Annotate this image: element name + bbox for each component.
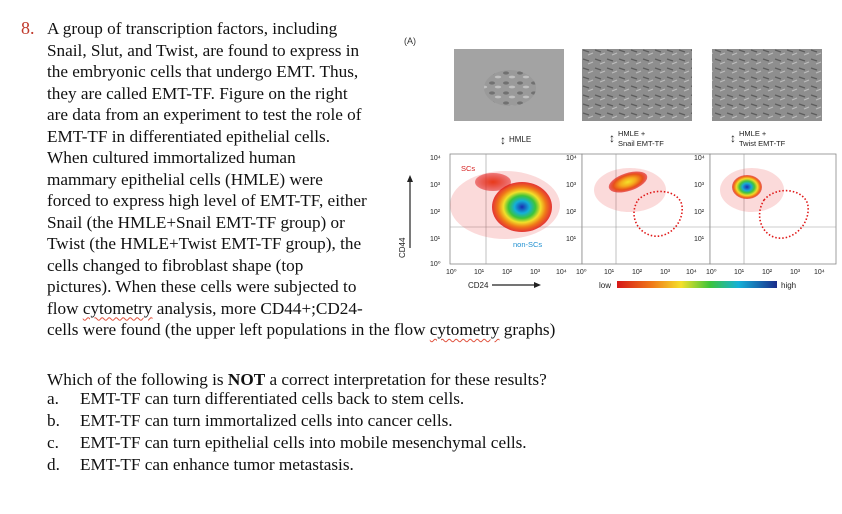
- x-tick: 10¹: [604, 269, 615, 276]
- group-label-twist-line1: HMLE +: [739, 129, 767, 138]
- paragraph-line: When cultured immortalized human: [47, 148, 296, 167]
- figure-svg: (A) ↕ HMLE ↕ HMLE + Snail EMT-TF ↕ HMLE …: [398, 36, 837, 290]
- y-tick: 10¹: [694, 236, 705, 243]
- x-tick: 10⁰: [576, 268, 587, 276]
- group-label-hmle: HMLE: [509, 135, 531, 144]
- y-tick: 10³: [566, 182, 577, 189]
- arrow-head-icon: [407, 175, 413, 182]
- x-tick: 10⁴: [686, 269, 697, 276]
- x-tick: 10²: [632, 269, 643, 276]
- former-population-outline: [633, 190, 683, 237]
- option-letter: c.: [47, 433, 59, 452]
- snail-population: [608, 171, 648, 193]
- scs-label: SCs: [461, 164, 475, 173]
- question-prompt: Which of the following is NOT a correct …: [47, 370, 547, 390]
- paragraph-line: are data from an experiment to test the …: [47, 105, 362, 124]
- x-tick: 10²: [762, 269, 773, 276]
- y-tick: 10⁴: [430, 155, 441, 162]
- option-text: EMT-TF can turn differentiated cells bac…: [80, 389, 465, 408]
- y-tick: 10³: [694, 182, 705, 189]
- paragraph-line: Snail (the HMLE+Snail EMT-TF group) or: [47, 212, 345, 232]
- epithelial-colony: [484, 70, 536, 106]
- flow-plot-twist: [709, 153, 837, 265]
- paragraph-line: cells changed to fibroblast shape (top: [47, 255, 304, 275]
- y-tick: 10²: [430, 209, 441, 216]
- y-axis-label: CD44: [398, 237, 407, 258]
- paragraph-line: forced to express high level of EMT-TF, …: [47, 191, 367, 210]
- answer-option-d[interactable]: d. EMT-TF can enhance tumor metastasis.: [47, 455, 354, 475]
- prompt-text: a correct interpretation for these resul…: [265, 370, 547, 389]
- paragraph-line: A group of transcription factors, includ…: [47, 19, 338, 38]
- y-tick: 10³: [430, 182, 441, 189]
- misspelled-word[interactable]: cytometry: [429, 320, 500, 339]
- x-tick: 10¹: [734, 269, 745, 276]
- arrow-icon: ↕: [609, 131, 615, 145]
- arrow-head-icon: [534, 282, 541, 288]
- paragraph-line: they are called EMT-TF. Figure on the ri…: [47, 83, 348, 103]
- x-tick: 10⁰: [446, 268, 457, 276]
- x-tick: 10³: [790, 269, 801, 276]
- paragraph-line: mammary epithelial cells (HMLE) were: [47, 169, 323, 189]
- density-color-scale: [617, 281, 777, 288]
- nonscs-population: [492, 182, 552, 232]
- paragraph-line: pictures). When these cells were subject…: [47, 277, 357, 296]
- option-text: EMT-TF can turn epithelial cells into mo…: [80, 433, 527, 452]
- x-tick: 10²: [502, 269, 513, 276]
- paragraph-line: cells were found (the upper left populat…: [47, 319, 607, 341]
- answer-option-a[interactable]: a. EMT-TF can turn differentiated cells b…: [47, 389, 464, 409]
- text-fragment: cells were found (the upper left populat…: [47, 320, 430, 339]
- scale-high-label: high: [781, 281, 796, 290]
- misspelled-word[interactable]: cytometry: [82, 298, 153, 318]
- group-label-twist-line2: Twist EMT-TF: [739, 139, 786, 148]
- question-number: 8.: [21, 18, 35, 38]
- option-letter: d.: [47, 455, 60, 474]
- microscopy-image-snail: [582, 49, 692, 121]
- option-letter: b.: [47, 411, 60, 430]
- emt-figure: (A) ↕ HMLE ↕ HMLE + Snail EMT-TF ↕ HMLE …: [390, 30, 840, 300]
- twist-population: [732, 175, 762, 199]
- option-text: EMT-TF can turn immortalized cells into …: [80, 411, 453, 430]
- text-fragment: graphs): [499, 320, 556, 339]
- group-label-snail-line1: HMLE +: [618, 129, 646, 138]
- y-tick: 10²: [694, 209, 705, 216]
- y-tick: 10⁴: [694, 155, 705, 162]
- y-tick: 10²: [566, 209, 577, 216]
- answer-option-b[interactable]: b. EMT-TF can turn immortalized cells int…: [47, 411, 453, 431]
- group-label-snail-line2: Snail EMT-TF: [618, 139, 664, 148]
- nonscs-label: non-SCs: [513, 240, 542, 249]
- paragraph-line: Snail, Slut, and Twist, are found to exp…: [47, 40, 360, 60]
- y-tick: 10⁰: [430, 260, 441, 268]
- question-paragraph: A group of transcription factors, includ…: [47, 18, 607, 341]
- prompt-text: Which of the following is: [47, 370, 228, 389]
- answer-option-c[interactable]: c. EMT-TF can turn epithelial cells into …: [47, 433, 527, 453]
- paragraph-line: Twist (the HMLE+Twist EMT-TF group), the: [47, 234, 362, 253]
- text-fragment: analysis, more CD44+;CD24-: [152, 298, 363, 318]
- scale-low-label: low: [599, 281, 611, 290]
- x-tick: 10³: [530, 269, 541, 276]
- prompt-emphasis: NOT: [227, 370, 266, 389]
- paragraph-line: flow cytometry analysis, more CD44+;CD24…: [47, 298, 607, 320]
- panel-label: (A): [404, 36, 416, 46]
- scs-population: [475, 173, 511, 191]
- x-tick: 10⁰: [706, 268, 717, 276]
- y-tick: 10⁴: [566, 155, 577, 162]
- x-tick: 10³: [660, 269, 671, 276]
- option-text: EMT-TF can enhance tumor metastasis.: [80, 455, 354, 474]
- arrow-icon: ↕: [730, 131, 736, 145]
- x-tick: 10¹: [474, 269, 485, 276]
- x-tick: 10⁴: [556, 269, 567, 276]
- flow-plot-snail: [581, 153, 711, 265]
- microscopy-image-twist: [712, 49, 822, 121]
- arrow-icon: ↕: [500, 133, 506, 147]
- paragraph-line: EMT-TF in differentiated epithelial cell…: [47, 126, 331, 146]
- paragraph-line: the embryonic cells that undergo EMT. Th…: [47, 62, 359, 81]
- option-letter: a.: [47, 389, 59, 408]
- x-tick: 10⁴: [814, 269, 825, 276]
- y-tick: 10¹: [430, 236, 441, 243]
- x-axis-label: CD24: [468, 281, 489, 290]
- text-fragment: flow: [47, 298, 83, 318]
- y-tick: 10¹: [566, 236, 577, 243]
